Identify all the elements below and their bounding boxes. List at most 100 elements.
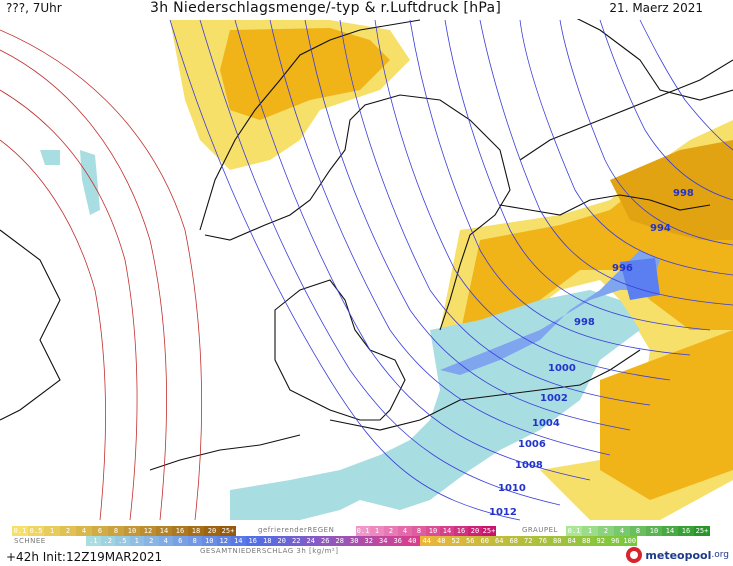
legend-cell: 8: [187, 536, 202, 546]
legend-cell: 80: [550, 536, 565, 546]
legend-cell: 25+: [694, 526, 710, 536]
legend-cell: 40: [405, 536, 420, 546]
precip-snow-area: [40, 150, 660, 520]
freezing-caption: gefrierenderREGEN: [258, 526, 335, 534]
legend-cell: 16: [172, 526, 188, 536]
logo-text: meteopool: [645, 548, 712, 562]
total-caption: GESAMTNIEDERSCHLAG 3h [kg/m²]: [200, 547, 339, 555]
legend-cell: 88: [579, 536, 594, 546]
legend-cell: 8: [412, 526, 426, 536]
legend-cell: 25+: [482, 526, 496, 536]
legend-cell: 14: [156, 526, 172, 536]
legend-cell: .2: [100, 536, 115, 546]
legend-cell: 0.5: [28, 526, 44, 536]
isobar-label: 998: [673, 188, 694, 199]
legend-cell: 64: [492, 536, 507, 546]
legend-cell: 0.1: [12, 526, 28, 536]
isobars-red: [0, 29, 202, 521]
legend-cell: 10: [646, 526, 662, 536]
legend-cell: 16: [454, 526, 468, 536]
isobar-label: 1004: [532, 418, 560, 429]
snow-scale: .1.2.5 1 2 4 6 8 10 12 14 16 18 20 22 24 26 28 30 32 34 36 4…: [86, 536, 637, 546]
legend-cell: 16: [245, 536, 260, 546]
legend-cell: 92: [593, 536, 608, 546]
legend: 0.1 0.5 1 2 4 6 8 10 12 14 16 18 20 25+ gefrierenderR…: [0, 522, 733, 566]
graupel-scale: 0.1 1 2 4 8 10 14 16 25+: [566, 526, 710, 536]
legend-cell: 100: [622, 536, 637, 546]
legend-cell: .5: [115, 536, 130, 546]
legend-cell: 4: [76, 526, 92, 536]
legend-cell: 12: [140, 526, 156, 536]
map-date: 21. Maerz 2021: [609, 1, 703, 15]
legend-cell: 32: [361, 536, 376, 546]
isobar-label: 1006: [518, 439, 546, 450]
legend-cell: 20: [204, 526, 220, 536]
legend-cell: 34: [376, 536, 391, 546]
legend-cell: 52: [448, 536, 463, 546]
legend-cell: 14: [231, 536, 246, 546]
legend-cell: 76: [535, 536, 550, 546]
legend-cell: 14: [440, 526, 454, 536]
logo-icon: [626, 547, 643, 563]
legend-cell: 48: [434, 536, 449, 546]
freezing-scale: 0.1 1 2 4 8 10 14 16 20 25+: [356, 526, 496, 536]
legend-cell: 8: [630, 526, 646, 536]
meteopool-logo[interactable]: meteopool .org: [626, 546, 729, 564]
map-title: 3h Niederschlagsmenge/-typ & r.Luftdruck…: [150, 0, 502, 16]
isobar-label: 1010: [498, 483, 526, 494]
legend-cell: 30: [347, 536, 362, 546]
legend-cell: 1: [582, 526, 598, 536]
legend-cell: 0.1: [566, 526, 582, 536]
legend-cell: 25+: [220, 526, 236, 536]
isobar-label: 1000: [548, 363, 576, 374]
legend-cell: 12: [216, 536, 231, 546]
legend-cell: 22: [289, 536, 304, 546]
legend-cell: 1: [370, 526, 384, 536]
isobar-label: 1012: [489, 507, 517, 518]
legend-cell: 18: [188, 526, 204, 536]
legend-cell: 26: [318, 536, 333, 546]
legend-cell: 8: [108, 526, 124, 536]
legend-cell: .1: [86, 536, 101, 546]
isobar-label: 996: [612, 263, 633, 274]
legend-cell: 60: [477, 536, 492, 546]
legend-cell: 2: [144, 536, 159, 546]
legend-cell: 72: [521, 536, 536, 546]
legend-cell: 2: [60, 526, 76, 536]
legend-cell: 4: [158, 536, 173, 546]
isobar-labels: 998 994 996 998 1000 1002 1004 1006 1008…: [489, 188, 694, 518]
snow-caption: SCHNEE: [14, 537, 46, 545]
legend-cell: 28: [332, 536, 347, 546]
legend-cell: 18: [260, 536, 275, 546]
legend-cell: 0.1: [356, 526, 370, 536]
legend-cell: 24: [303, 536, 318, 546]
legend-cell: 4: [614, 526, 630, 536]
legend-cell: 10: [202, 536, 217, 546]
isobars-blue: [169, 19, 733, 521]
legend-cell: 20: [274, 536, 289, 546]
legend-cell: 1: [129, 536, 144, 546]
legend-cell: 96: [608, 536, 623, 546]
legend-cell: 10: [124, 526, 140, 536]
legend-cell: 14: [662, 526, 678, 536]
isobar-label: 1008: [515, 460, 543, 471]
legend-cell: 2: [384, 526, 398, 536]
isobar-label: 1002: [540, 393, 568, 404]
legend-cell: 20: [468, 526, 482, 536]
valid-time: ???, 7Uhr: [6, 1, 62, 15]
legend-cell: 10: [426, 526, 440, 536]
isobar-label: 998: [574, 317, 595, 328]
graupel-caption: GRAUPEL: [522, 526, 558, 534]
header-bar: [0, 0, 733, 19]
logo-suffix: .org: [711, 550, 729, 560]
legend-cell: 36: [390, 536, 405, 546]
legend-cell: 4: [398, 526, 412, 536]
rain-scale: 0.1 0.5 1 2 4 6 8 10 12 14 16 18 20 25+: [12, 526, 236, 536]
legend-cell: 68: [506, 536, 521, 546]
legend-cell: 44: [419, 536, 434, 546]
legend-cell: 84: [564, 536, 579, 546]
isobar-label: 994: [650, 223, 671, 234]
legend-cell: 6: [173, 536, 188, 546]
model-run: +42h Init:12Z19MAR2021: [6, 550, 163, 564]
